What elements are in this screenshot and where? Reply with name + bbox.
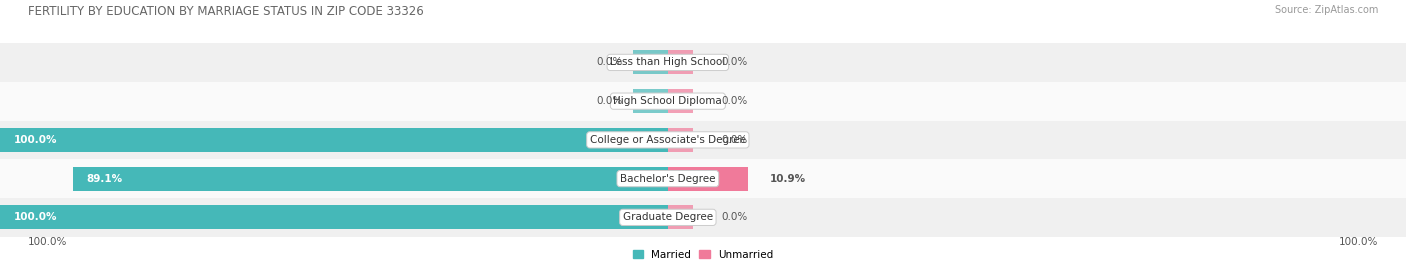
Text: 89.1%: 89.1%: [87, 174, 122, 184]
Text: FERTILITY BY EDUCATION BY MARRIAGE STATUS IN ZIP CODE 33326: FERTILITY BY EDUCATION BY MARRIAGE STATU…: [28, 5, 423, 18]
Bar: [0, 43, 1406, 82]
Bar: [73, 167, 668, 191]
Bar: [668, 128, 693, 152]
Bar: [0, 128, 668, 152]
Bar: [0, 121, 1406, 159]
Bar: [633, 50, 668, 75]
Text: 0.0%: 0.0%: [596, 57, 623, 68]
Text: 100.0%: 100.0%: [1339, 237, 1378, 247]
Text: 0.0%: 0.0%: [721, 57, 748, 68]
Text: Less than High School: Less than High School: [610, 57, 725, 68]
Bar: [668, 205, 693, 229]
Text: 0.0%: 0.0%: [596, 96, 623, 106]
Bar: [668, 89, 693, 113]
Text: Source: ZipAtlas.com: Source: ZipAtlas.com: [1274, 5, 1378, 15]
Text: 10.9%: 10.9%: [769, 174, 806, 184]
Legend: Married, Unmarried: Married, Unmarried: [628, 245, 778, 264]
Bar: [0, 205, 668, 229]
Bar: [0, 82, 1406, 121]
Text: 100.0%: 100.0%: [14, 135, 58, 145]
Text: 100.0%: 100.0%: [14, 212, 58, 222]
Bar: [668, 167, 748, 191]
Bar: [633, 89, 668, 113]
Text: 0.0%: 0.0%: [721, 96, 748, 106]
Bar: [668, 50, 693, 75]
Text: 100.0%: 100.0%: [28, 237, 67, 247]
Text: Graduate Degree: Graduate Degree: [623, 212, 713, 222]
Bar: [0, 159, 1406, 198]
Text: High School Diploma: High School Diploma: [613, 96, 723, 106]
Text: 0.0%: 0.0%: [721, 135, 748, 145]
Text: Bachelor's Degree: Bachelor's Degree: [620, 174, 716, 184]
Text: 0.0%: 0.0%: [721, 212, 748, 222]
Bar: [0, 198, 1406, 237]
Text: College or Associate's Degree: College or Associate's Degree: [591, 135, 745, 145]
